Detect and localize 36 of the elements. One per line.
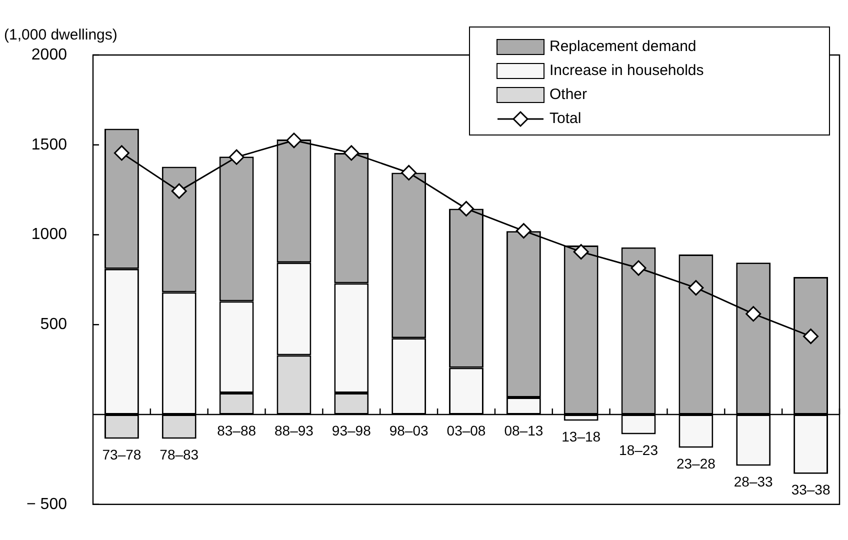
point <box>688 280 704 296</box>
y-tick-label: 2000 <box>31 46 68 64</box>
point <box>344 145 360 161</box>
x-tick-label: 03–08 <box>446 422 486 438</box>
x-tick-label: 18–23 <box>619 442 658 458</box>
x-tick-label: 23–28 <box>676 456 716 472</box>
point <box>401 164 417 180</box>
x-tick-label: 88–93 <box>274 422 314 438</box>
x-tick-label: 83–88 <box>217 422 256 438</box>
y-tick-label: 500 <box>40 316 68 334</box>
legend-label: Replacement demand <box>550 38 696 56</box>
point <box>516 223 532 239</box>
point <box>803 328 819 344</box>
legend-label: Increase in households <box>550 62 704 80</box>
x-tick-label: 78–83 <box>160 446 199 463</box>
point <box>286 132 302 148</box>
y-tick-label: 1000 <box>31 226 68 244</box>
x-tick-label: 28–33 <box>734 474 774 490</box>
legend-label: Total <box>550 110 582 128</box>
x-tick-label: 13–18 <box>562 428 601 445</box>
x-tick-label: 93–98 <box>332 422 372 438</box>
y-tick-label: 1500 <box>31 136 68 154</box>
y-tick-label: − 500 <box>26 496 68 513</box>
point <box>114 145 130 161</box>
x-tick-label: 98–03 <box>389 422 429 438</box>
point <box>573 244 589 260</box>
x-tick-label: 73–78 <box>102 446 142 463</box>
x-tick-label: 08–13 <box>504 422 544 438</box>
point <box>630 260 646 276</box>
legend-label: Other <box>550 86 588 104</box>
x-tick-label: 33–38 <box>791 482 830 498</box>
point <box>228 149 244 165</box>
point <box>171 183 187 199</box>
point <box>458 200 474 216</box>
y-axis-title: (1,000 dwellings) <box>4 26 118 44</box>
point <box>746 306 762 322</box>
